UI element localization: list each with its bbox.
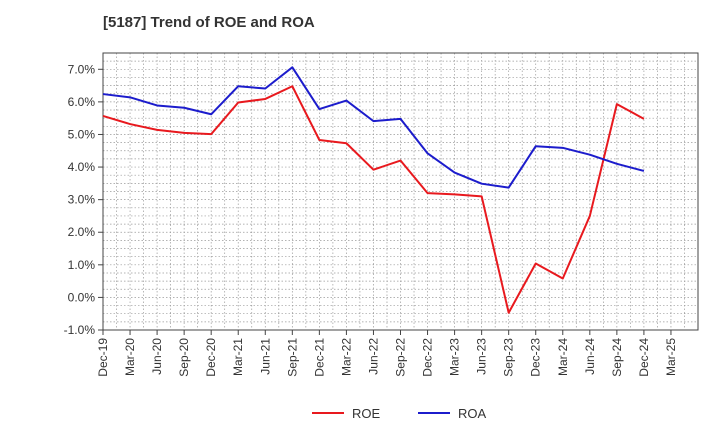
x-tick-label: Mar-24 — [556, 338, 570, 376]
series-line-roa — [102, 66, 645, 189]
x-tick-label: Mar-23 — [448, 338, 462, 376]
x-tick-label: Dec-20 — [204, 338, 218, 377]
x-tick-label: Mar-25 — [664, 338, 678, 376]
y-tick-label: 4.0% — [68, 160, 96, 174]
y-tick-label: -1.0% — [64, 323, 96, 337]
x-tick-label: Mar-22 — [339, 338, 353, 376]
y-tick-label: 6.0% — [68, 95, 96, 109]
x-tick-label: Dec-23 — [529, 338, 543, 377]
y-tick-label: 0.0% — [68, 290, 96, 304]
y-axis-ticks: -1.0% 0.0% 1.0% 2.0% 3.0% 4.0% 5.0% 6.0% 7.0% — [64, 62, 103, 337]
x-tick-label: Jun-21 — [258, 338, 272, 375]
y-tick-label: 3.0% — [68, 193, 96, 207]
x-tick-label: Sep-24 — [610, 338, 624, 377]
x-tick-label: Dec-22 — [421, 338, 435, 377]
x-tick-label: Jun-22 — [366, 338, 380, 375]
legend-label-roe: ROE — [352, 406, 381, 421]
x-axis-ticks: Dec-19 Mar-20 Jun-20 Sep-20 Dec-20 Mar-21 Jun-… — [96, 330, 678, 377]
legend-label-roa: ROA — [458, 406, 487, 421]
chart-title: [5187] Trend of ROE and ROA — [103, 14, 315, 31]
y-tick-label: 5.0% — [68, 127, 96, 141]
y-tick-label: 7.0% — [68, 62, 96, 76]
x-tick-label: Sep-22 — [394, 338, 408, 377]
x-tick-label: Sep-20 — [177, 338, 191, 377]
y-tick-label: 2.0% — [68, 225, 96, 239]
x-tick-label: Dec-21 — [312, 338, 326, 377]
series-layer — [102, 66, 645, 314]
x-tick-label: Sep-23 — [502, 338, 516, 377]
y-tick-label: 1.0% — [68, 258, 96, 272]
x-tick-label: Jun-24 — [583, 338, 597, 375]
x-tick-label: Dec-24 — [637, 338, 651, 377]
x-tick-label: Jun-23 — [475, 338, 489, 375]
x-tick-label: Mar-21 — [231, 338, 245, 376]
series-line-roe — [102, 85, 645, 314]
x-tick-label: Dec-19 — [96, 338, 110, 377]
x-tick-label: Jun-20 — [150, 338, 164, 375]
legend: ROE ROA — [312, 406, 487, 421]
x-tick-label: Sep-21 — [285, 338, 299, 377]
x-tick-label: Mar-20 — [123, 338, 137, 376]
grid-layer — [103, 53, 698, 330]
